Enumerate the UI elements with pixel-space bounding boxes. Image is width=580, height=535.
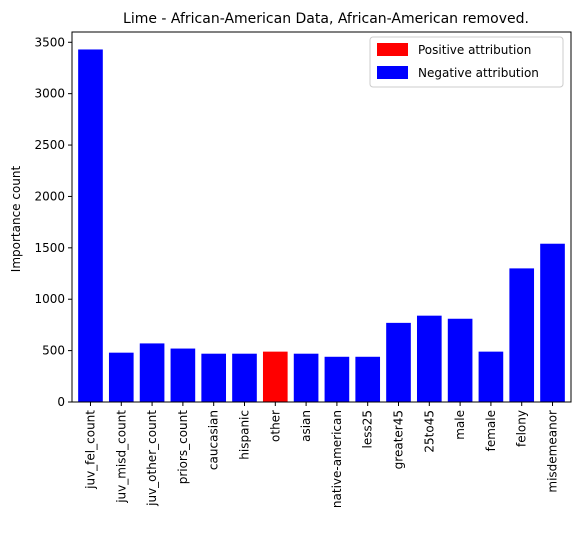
bar-juv_fel_count bbox=[78, 49, 103, 402]
y-axis-title: Importance count bbox=[9, 165, 23, 272]
x-tick-label: other bbox=[268, 410, 282, 442]
legend: Positive attribution Negative attributio… bbox=[369, 36, 564, 88]
bar-juv_other_count bbox=[139, 343, 165, 402]
x-tick-label: juv_other_count bbox=[145, 410, 159, 507]
x-tick-label: female bbox=[484, 410, 498, 451]
bar-greater45 bbox=[386, 322, 411, 402]
chart-title: Lime - African-American Data, African-Am… bbox=[123, 11, 529, 27]
x-tick-label: caucasian bbox=[207, 410, 221, 470]
legend-swatch-negative bbox=[377, 66, 408, 79]
plot-area: 0 500 1000 1500 2000 2500 3000 3500 juv_fel_coun… bbox=[34, 31, 572, 508]
y-tick-label: 1500 bbox=[34, 241, 65, 255]
x-tick-label: native-american bbox=[330, 410, 344, 508]
bar-misdemeanor bbox=[540, 243, 565, 402]
bar-juv_misd_count bbox=[108, 352, 134, 402]
y-tick-label: 3000 bbox=[34, 87, 65, 101]
y-tick-label: 1000 bbox=[34, 292, 65, 306]
bar-native-american bbox=[324, 356, 350, 402]
plot-frame bbox=[71, 31, 572, 403]
legend-swatch-positive bbox=[377, 43, 408, 56]
x-tick-label: juv_fel_count bbox=[83, 410, 97, 490]
x-tick-label: less25 bbox=[361, 410, 375, 449]
legend-label-positive: Positive attribution bbox=[418, 43, 531, 57]
y-tick-label: 500 bbox=[42, 344, 65, 358]
x-tick-label: priors_count bbox=[176, 410, 190, 485]
bar-female bbox=[478, 351, 504, 402]
x-tick-label: misdemeanor bbox=[546, 410, 560, 493]
bar-other bbox=[262, 351, 288, 402]
bar-felony bbox=[509, 268, 535, 402]
x-tick-label: 25to45 bbox=[422, 410, 436, 453]
x-tick-label: felony bbox=[515, 410, 529, 447]
bar-hispanic bbox=[232, 353, 257, 402]
legend-label-negative: Negative attribution bbox=[418, 66, 539, 80]
x-tick-label: male bbox=[453, 410, 467, 440]
y-tick-label: 2500 bbox=[34, 138, 65, 152]
bar-caucasian bbox=[201, 353, 227, 402]
bar-priors_count bbox=[170, 348, 196, 402]
bar-25to45 bbox=[416, 315, 442, 402]
x-tick-label: hispanic bbox=[237, 410, 251, 460]
x-tick-label: juv_misd_count bbox=[114, 410, 128, 504]
x-tick-label: asian bbox=[299, 410, 313, 442]
bar-male bbox=[447, 318, 473, 402]
y-tick-label: 0 bbox=[57, 395, 65, 409]
bar-less25 bbox=[355, 356, 381, 402]
x-tick-label: greater45 bbox=[392, 410, 406, 469]
y-tick-label: 2000 bbox=[34, 189, 65, 203]
legend-frame bbox=[369, 36, 564, 88]
bar-asian bbox=[293, 353, 319, 402]
y-tick-label: 3500 bbox=[34, 35, 65, 49]
